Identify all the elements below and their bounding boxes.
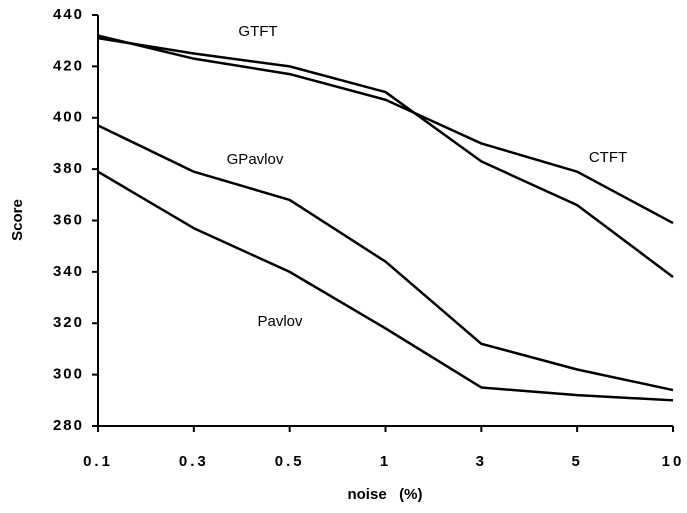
y-tick-label: 320: [53, 314, 84, 331]
series-line: [97, 34, 674, 225]
series-label: Pavlov: [257, 313, 303, 330]
y-tick-label: 340: [53, 263, 84, 280]
x-tick-label: 0.3: [179, 453, 209, 470]
x-tick-label: 3: [476, 453, 487, 470]
x-axis-label: noise (%): [347, 486, 422, 503]
x-tick-label: 0.5: [275, 453, 305, 470]
x-tick-label: 10: [662, 453, 685, 470]
series-line: [97, 124, 674, 392]
series-label: GTFT: [238, 23, 277, 40]
series-line: [97, 36, 674, 279]
y-tick-label: 300: [53, 366, 84, 383]
y-tick-label: 440: [53, 6, 84, 23]
x-tick-label: 5: [571, 453, 582, 470]
y-tick-label: 380: [53, 160, 84, 177]
y-axis-label: Score: [9, 199, 26, 241]
series-label: GPavlov: [227, 151, 284, 168]
x-tick-label: 0.1: [83, 453, 113, 470]
y-tick-label: 400: [53, 109, 84, 126]
y-tick-label: 360: [53, 211, 84, 228]
y-tick-label: 280: [53, 417, 84, 434]
series-line: [97, 170, 674, 402]
series-label: CTFT: [589, 149, 627, 166]
y-tick-label: 420: [53, 57, 84, 74]
x-tick-label: 1: [380, 453, 391, 470]
